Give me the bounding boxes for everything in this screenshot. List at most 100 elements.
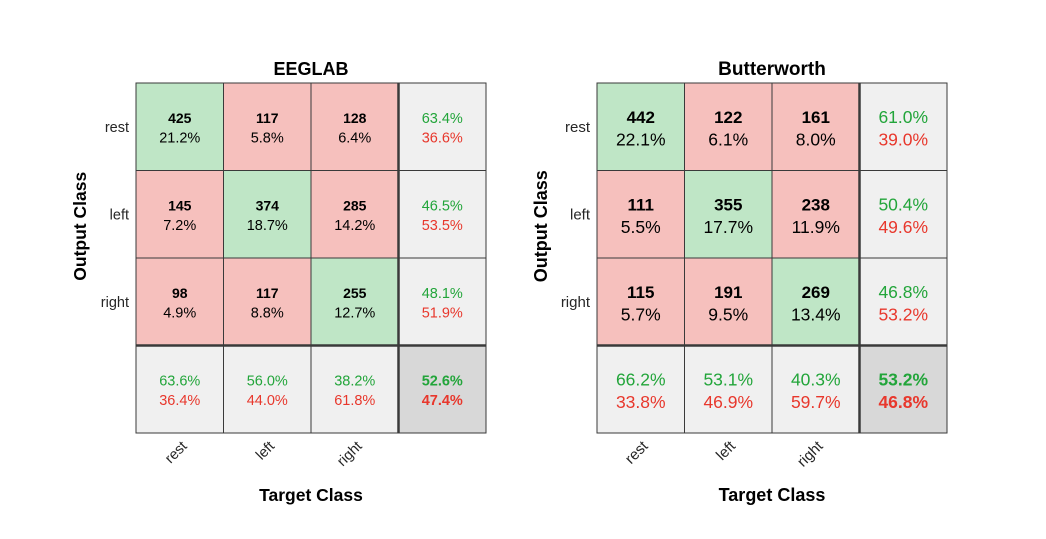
column-error-rate: 36.4% [159, 393, 200, 409]
matrix-cell [771, 257, 860, 346]
matrix-cell [223, 82, 312, 171]
cell-count: 111 [628, 195, 655, 214]
summary-cell [859, 82, 948, 171]
column-error-rate: 46.9% [703, 392, 753, 412]
matrix-cell [684, 82, 773, 171]
cell-percent: 5.8% [251, 130, 284, 146]
column-error-rate: 44.0% [247, 393, 288, 409]
cell-count: 191 [714, 283, 742, 302]
column-error-rate: 61.8% [334, 393, 375, 409]
matrix-cell [771, 82, 860, 171]
cell-count: 117 [256, 285, 279, 301]
x-tick-label: right [334, 439, 365, 470]
row-error-rate: 53.5% [422, 218, 463, 234]
column-recall: 38.2% [334, 373, 375, 389]
matrix-cell [684, 170, 773, 259]
row-precision: 63.4% [422, 111, 463, 127]
summary-cell [859, 257, 948, 346]
x-tick-label: left [713, 437, 740, 464]
overall-error: 47.4% [422, 393, 463, 409]
cell-percent: 4.9% [163, 305, 196, 321]
column-error-rate: 33.8% [616, 392, 666, 412]
row-precision: 46.8% [878, 282, 928, 302]
x-axis-label: Target Class [259, 485, 363, 505]
summary-cell [398, 257, 487, 346]
cell-count: 117 [256, 110, 279, 126]
row-error-rate: 51.9% [422, 305, 463, 321]
matrix-cell [596, 257, 685, 346]
column-recall: 63.6% [159, 373, 200, 389]
cell-percent: 6.4% [338, 130, 371, 146]
chart-title: Butterworth [718, 59, 826, 80]
y-tick-label: right [101, 295, 129, 311]
summary-cell [771, 345, 860, 434]
overall-accuracy-cell [859, 345, 948, 434]
cell-percent: 21.2% [159, 130, 200, 146]
cell-percent: 18.7% [247, 218, 288, 234]
cell-percent: 17.7% [703, 217, 753, 237]
y-tick-label: rest [105, 120, 129, 136]
summary-cell [596, 345, 685, 434]
summary-cell [310, 345, 399, 434]
cell-count: 145 [168, 197, 192, 213]
cell-count: 355 [714, 195, 742, 214]
cell-percent: 14.2% [334, 218, 375, 234]
cell-percent: 5.7% [621, 304, 661, 324]
row-precision: 46.5% [422, 198, 463, 214]
overall-error: 46.8% [878, 392, 928, 412]
cell-percent: 13.4% [791, 304, 841, 324]
matrix-cell [596, 82, 685, 171]
matrix-cell [596, 170, 685, 259]
summary-cell [859, 170, 948, 259]
matrix-cell [310, 82, 399, 171]
matrix-cell [135, 257, 224, 346]
y-axis-label: Output Class [531, 170, 551, 282]
y-tick-label: left [110, 207, 129, 223]
matrix-cell [223, 257, 312, 346]
row-precision: 61.0% [878, 107, 928, 127]
column-recall: 66.2% [616, 369, 666, 389]
confusion-matrix-eeglab: 425 21.2% 117 5.8% 128 6.4% 63.4% 36.6% 145 7.2% 3… [70, 59, 487, 505]
matrix-cell [135, 82, 224, 171]
confusion-matrix-butterworth: 442 22.1% 122 6.1% 161 8.0% 61.0%39.0% 111 5.5% 3… [531, 59, 948, 505]
cell-count: 255 [343, 285, 367, 301]
cell-count: 374 [256, 197, 280, 213]
cell-percent: 22.1% [616, 129, 666, 149]
summary-cell [398, 170, 487, 259]
column-recall: 53.1% [703, 369, 753, 389]
row-precision: 50.4% [878, 194, 928, 214]
cell-count: 442 [627, 108, 655, 127]
summary-cell [684, 345, 773, 434]
x-tick-label: left [253, 439, 278, 464]
matrix-cell [135, 170, 224, 259]
overall-accuracy: 52.6% [422, 373, 463, 389]
cell-count: 122 [714, 108, 742, 127]
x-axis-label: Target Class [719, 485, 826, 505]
cell-percent: 11.9% [792, 217, 840, 237]
cell-count: 115 [627, 283, 654, 302]
x-tick-label: right [794, 437, 827, 470]
cell-percent: 5.5% [621, 217, 661, 237]
overall-accuracy: 53.2% [878, 369, 928, 389]
cell-count: 98 [172, 285, 188, 301]
matrix-cell [684, 257, 773, 346]
matrix-cell [771, 170, 860, 259]
column-recall: 40.3% [791, 369, 841, 389]
cell-count: 425 [168, 110, 192, 126]
summary-cell [135, 345, 224, 434]
cell-count: 161 [802, 108, 830, 127]
matrix-cell [310, 257, 399, 346]
x-tick-label: rest [162, 439, 190, 467]
overall-accuracy-cell [398, 345, 487, 434]
y-tick-label: rest [565, 119, 591, 136]
row-error-rate: 39.0% [878, 129, 928, 149]
summary-cell [398, 82, 487, 171]
cell-count: 128 [343, 110, 367, 126]
cell-percent: 12.7% [334, 305, 375, 321]
y-axis-label: Output Class [70, 172, 90, 281]
x-tick-label: rest [622, 437, 652, 467]
y-tick-label: right [561, 294, 591, 311]
column-error-rate: 59.7% [791, 392, 841, 412]
cell-count: 269 [802, 283, 830, 302]
